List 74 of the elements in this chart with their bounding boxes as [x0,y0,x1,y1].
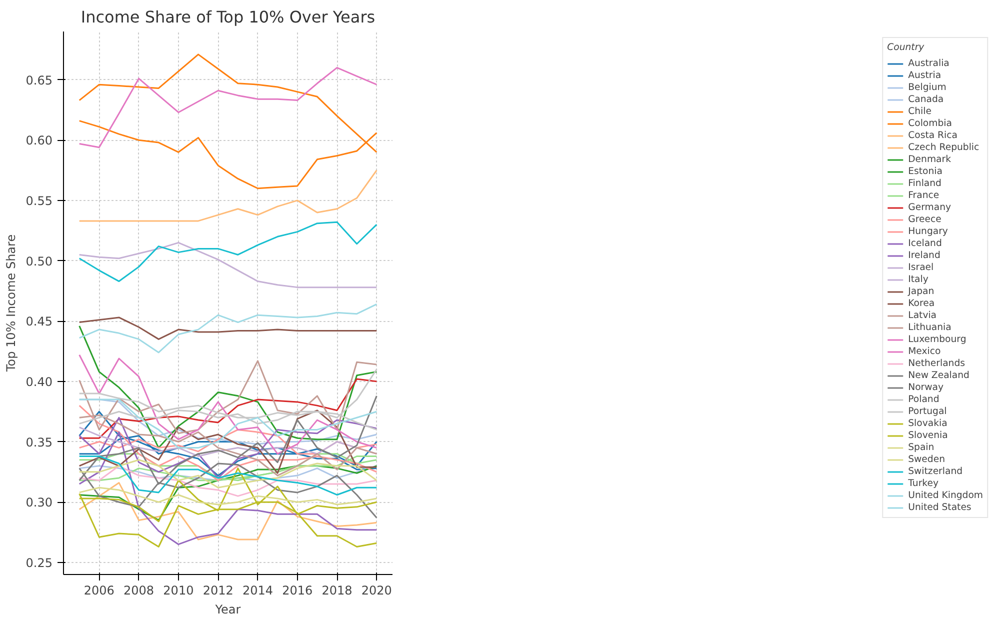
x-tick-label: 2014 [242,584,274,598]
legend-label: Luxembourg [908,334,966,345]
x-tick-label: 2018 [322,584,352,598]
y-tick-label: 0.35 [26,435,52,450]
legend-label: Costa Rica [908,130,958,141]
legend-label: Portugal [908,406,947,417]
legend-label: Chile [908,106,932,117]
legend-label: France [908,190,940,201]
legend-label: Austria [908,70,942,81]
y-tick-label: 0.60 [26,134,52,148]
legend-label: Turkey [908,478,938,489]
line-series [78,465,378,497]
legend-label: Israel [908,262,934,273]
line-series [78,455,378,496]
x-tick-label: 2016 [282,584,313,598]
legend-label: Slovakia [908,418,948,429]
legend-label: Canada [908,94,944,105]
y-axis-title: Top 10% Income Share [4,234,18,373]
chart-title: Income Share of Top 10% Over Years [80,8,376,26]
x-tick-label: 2010 [163,584,194,598]
legend-label: Japan [908,286,934,297]
legend-label: Belgium [908,82,946,93]
legend-label: Germany [908,202,951,213]
legend-label: United Kingdom [908,490,983,501]
line-series [78,482,378,540]
legend-label: Spain [908,442,934,453]
x-tick-label: 2012 [202,584,234,598]
legend-label: Lithuania [908,322,952,333]
legend-label: Colombia [908,118,952,129]
legend-label: Norway [908,382,944,393]
legend-label: Denmark [908,154,951,165]
legend-label: Greece [908,214,942,225]
y-tick-label: 0.65 [26,73,52,88]
legend-label: Australia [908,58,950,69]
y-tick-label: 0.55 [26,194,52,208]
y-tick-label: 0.25 [26,556,52,570]
line-series [78,354,378,455]
legend-label: Netherlands [908,358,965,369]
x-tick-label: 2006 [84,584,114,598]
line-series [78,378,378,439]
legend-label: Iceland [908,238,942,249]
legend-label: Finland [908,178,942,189]
legend-label: Korea [908,298,935,309]
line-series [78,242,378,288]
legend-label: Switzerland [908,466,963,477]
line-series [78,325,378,449]
line-series [78,303,378,354]
legend-label: Latvia [908,310,937,321]
y-tick-label: 0.50 [26,254,52,268]
y-tick-label: 0.40 [26,374,52,389]
line-series [78,221,378,282]
line-series [78,431,378,546]
y-tick-label: 0.30 [26,496,52,510]
legend-label: Ireland [908,250,940,261]
legend-label: Hungary [908,226,948,237]
legend-label: United States [908,502,972,513]
legend-label: Sweden [908,454,945,465]
x-axis-title: Year [214,602,241,616]
legend-label: Poland [908,394,940,405]
x-tick-label: 2008 [124,584,154,598]
legend-title: Country [887,42,926,53]
legend-label: Italy [908,274,928,285]
legend-label: Estonia [908,166,942,177]
legend-label: New Zealand [908,370,970,381]
line-series [78,486,378,506]
line-series [78,170,378,222]
line-series [78,66,378,148]
y-tick-label: 0.45 [26,314,52,329]
line-series [78,459,378,488]
line-series [78,316,378,340]
legend-label: Slovenia [908,430,948,441]
legend-label: Czech Republic [908,142,980,153]
x-tick-label: 2020 [361,584,392,598]
legend-label: Mexico [908,346,941,357]
